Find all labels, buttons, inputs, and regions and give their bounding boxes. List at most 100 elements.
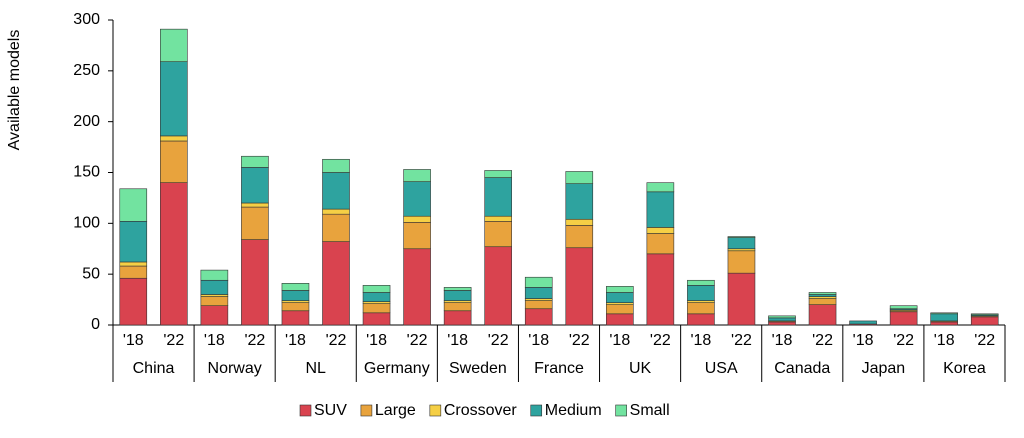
group-label: NL	[306, 360, 327, 377]
bar-segment	[970, 316, 999, 326]
group-label: China	[133, 360, 175, 377]
bar-segment	[241, 202, 269, 208]
bar-segment	[808, 294, 837, 297]
y-tick-label: 100	[73, 215, 100, 232]
bar-segment	[524, 287, 553, 299]
x-tick-label: '18	[853, 332, 874, 349]
legend-swatch	[530, 404, 543, 417]
bar-segment	[281, 302, 310, 312]
bar-segment	[403, 169, 431, 182]
bar-segment	[606, 313, 634, 326]
group-label: Canada	[774, 360, 830, 377]
bar-segment	[119, 221, 148, 263]
bar-segment	[687, 300, 715, 303]
bar-segment	[687, 302, 715, 315]
bar-segment	[727, 272, 756, 326]
legend-swatch	[299, 404, 312, 417]
y-tick-label: 300	[73, 11, 100, 28]
x-tick-label: '22	[407, 332, 428, 349]
x-tick-label: '22	[974, 332, 995, 349]
bar-segment	[484, 215, 512, 222]
bar-segment	[281, 310, 310, 326]
x-tick-label: '18	[366, 332, 387, 349]
bar-segment	[970, 313, 999, 316]
bar-segment	[727, 250, 756, 274]
bar-segment	[322, 172, 350, 210]
x-tick-label: '22	[650, 332, 671, 349]
bar-segment	[119, 188, 148, 222]
bar-segment	[241, 239, 269, 326]
bar-segment	[241, 206, 269, 240]
x-tick-label: '18	[690, 332, 711, 349]
bar-segment	[241, 167, 269, 204]
bar-segment	[606, 286, 634, 293]
bar-segment	[646, 182, 675, 193]
bar-segment	[565, 247, 594, 326]
x-tick-label: '22	[893, 332, 914, 349]
bar-segment	[443, 310, 472, 326]
bar-segment	[687, 279, 715, 286]
bar-segment	[524, 298, 553, 301]
bar-segment	[808, 296, 837, 299]
x-tick-label: '18	[609, 332, 630, 349]
bar-segment	[119, 265, 148, 279]
bar-segment	[160, 135, 188, 142]
x-tick-label: '18	[285, 332, 306, 349]
bar-segment	[565, 183, 594, 220]
bar-segment	[322, 241, 350, 326]
x-tick-label: '22	[731, 332, 752, 349]
bar-segment	[565, 171, 594, 184]
bar-segment	[808, 298, 837, 305]
bar-segment	[849, 320, 877, 325]
bar-segment	[484, 170, 512, 178]
bar-segment	[281, 300, 310, 303]
bar-segment	[889, 305, 918, 310]
legend-swatch	[360, 404, 373, 417]
bar-segment	[889, 311, 918, 326]
bar-segment	[524, 300, 553, 310]
bar-segment	[565, 225, 594, 249]
bar-segment	[484, 177, 512, 217]
group-label: USA	[705, 360, 738, 377]
bar-segment	[281, 290, 310, 301]
bar-segment	[606, 292, 634, 303]
bar-segment	[727, 248, 756, 252]
legend-label: SUV	[314, 402, 347, 419]
bar-segment	[200, 294, 229, 297]
bar-segment	[403, 215, 431, 223]
bar-segment	[930, 312, 958, 315]
x-tick-label: '22	[812, 332, 833, 349]
bar-segment	[443, 290, 472, 301]
bar-segment	[768, 317, 796, 322]
x-tick-label: '18	[447, 332, 468, 349]
y-tick-label: 50	[82, 265, 100, 282]
y-tick-label: 0	[91, 316, 100, 333]
bar-segment	[200, 269, 229, 281]
bar-segment	[646, 233, 675, 255]
bar-segment	[281, 283, 310, 291]
bar-segment	[484, 246, 512, 326]
bar-segment	[646, 191, 675, 228]
bar-segment	[443, 300, 472, 303]
y-tick-label: 150	[73, 164, 100, 181]
x-tick-label: '22	[244, 332, 265, 349]
bar-segment	[119, 277, 148, 326]
bar-segment	[119, 261, 148, 267]
bar-segment	[646, 227, 675, 234]
x-tick-label: '18	[204, 332, 225, 349]
bar-segment	[362, 301, 391, 304]
bar-segment	[403, 222, 431, 250]
x-tick-label: '18	[772, 332, 793, 349]
bar-segment	[403, 181, 431, 217]
group-label: Korea	[943, 360, 986, 377]
bar-segment	[808, 292, 837, 295]
bar-segment	[241, 155, 269, 168]
legend-label: Large	[375, 402, 416, 419]
x-tick-label: '22	[163, 332, 184, 349]
bar-segment	[443, 302, 472, 312]
legend-swatch	[429, 404, 442, 417]
bar-segment	[687, 285, 715, 301]
bar-segment	[362, 312, 391, 326]
y-axis-title: Available models	[6, 30, 23, 151]
